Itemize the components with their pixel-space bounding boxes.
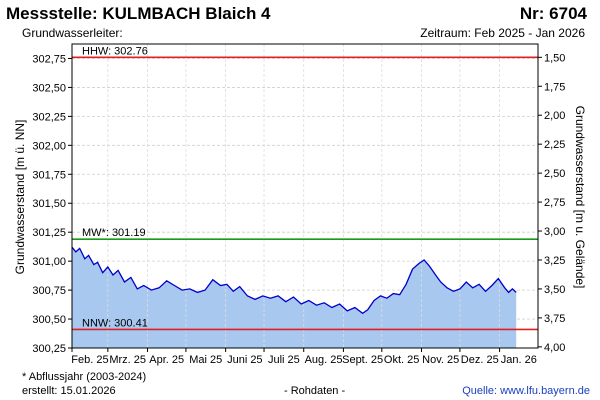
reference-line-label: HHW: 302.76 xyxy=(82,45,148,57)
y2-tick-label: 3,25 xyxy=(544,255,565,267)
x-tick-label: Mai 25 xyxy=(189,354,222,366)
x-tick-label: Dez. 25 xyxy=(461,354,499,366)
y-tick-label: 300,75 xyxy=(32,285,66,297)
y2-tick-label: 3,00 xyxy=(544,226,565,238)
y2-tick-label: 2,75 xyxy=(544,197,565,209)
y2-tick-label: 3,50 xyxy=(544,284,565,296)
y-axis-ticks: 302,75 302,50 302,25 302,00 301,75 301,50 301,… xyxy=(32,53,72,355)
reference-line-label: NNW: 300.41 xyxy=(82,317,148,329)
x-tick-label: Juni 25 xyxy=(227,354,262,366)
created-date: erstellt: 15.01.2026 xyxy=(22,385,116,397)
x-tick-label: Okt. 25 xyxy=(384,354,419,366)
y2-tick-label: 4,00 xyxy=(544,342,565,354)
x-tick-label: Mrz. 25 xyxy=(109,354,146,366)
y-tick-label: 301,25 xyxy=(32,227,66,239)
x-tick-label: Apr. 25 xyxy=(149,354,184,366)
station-number: Nr: 6704 xyxy=(519,4,587,23)
station-title: Messstelle: KULMBACH Blaich 4 xyxy=(6,4,271,23)
y2-tick-label: 2,50 xyxy=(544,168,565,180)
x-axis-ticks: Feb. 25 Mrz. 25 Apr. 25 Mai 25 Juni 25 Juli 2… xyxy=(71,348,537,366)
x-tick-label: Juli 25 xyxy=(268,354,300,366)
x-tick-label: Aug. 25 xyxy=(305,354,343,366)
y-tick-label: 302,50 xyxy=(32,82,66,94)
y-tick-label: 301,50 xyxy=(32,198,66,210)
y-axis-label: Grundwasserstand [m ü. NN] xyxy=(13,120,27,275)
reference-line-label: MW*: 301.19 xyxy=(82,227,146,239)
source-link[interactable]: Quelle: www.lfu.bayern.de xyxy=(462,385,590,397)
x-tick-label: Sept. 25 xyxy=(342,354,383,366)
x-tick-label: Feb. 25 xyxy=(71,354,108,366)
y2-tick-label: 2,25 xyxy=(544,139,565,151)
footnote: * Abflussjahr (2003-2024) xyxy=(22,371,147,383)
y-tick-label: 302,75 xyxy=(32,53,66,65)
level-line xyxy=(71,246,517,315)
y-tick-label: 300,25 xyxy=(32,343,66,355)
reference-lines: HHW: 302.76 MW*: 301.19 NNW: 300.41 xyxy=(72,45,538,331)
y2-tick-label: 1,50 xyxy=(544,52,565,64)
x-tick-label: Jan. 26 xyxy=(501,354,537,366)
period-label: Zeitraum: Feb 2025 - Jan 2026 xyxy=(420,26,585,40)
y-tick-label: 302,25 xyxy=(32,111,66,123)
y-tick-label: 302,00 xyxy=(32,140,66,152)
y2-axis-ticks: 1,50 1,75 2,00 2,25 2,50 2,75 3,00 3,25 3,50 3,75… xyxy=(538,52,565,354)
y2-axis-label: Grundwasserstand [m u. Gelände] xyxy=(573,106,587,289)
y2-tick-label: 3,75 xyxy=(544,313,565,325)
plot-frame xyxy=(71,43,539,349)
y-tick-label: 301,00 xyxy=(32,256,66,268)
x-tick-label: Nov. 25 xyxy=(422,354,459,366)
y-tick-label: 300,50 xyxy=(32,314,66,326)
aquifer-label: Grundwasserleiter: xyxy=(22,26,123,40)
raw-data-note: - Rohdaten - xyxy=(284,385,346,397)
chart-grid-vertical xyxy=(107,44,500,348)
y2-tick-label: 2,00 xyxy=(544,110,565,122)
y-tick-label: 301,75 xyxy=(32,169,66,181)
y2-tick-label: 1,75 xyxy=(544,81,565,93)
